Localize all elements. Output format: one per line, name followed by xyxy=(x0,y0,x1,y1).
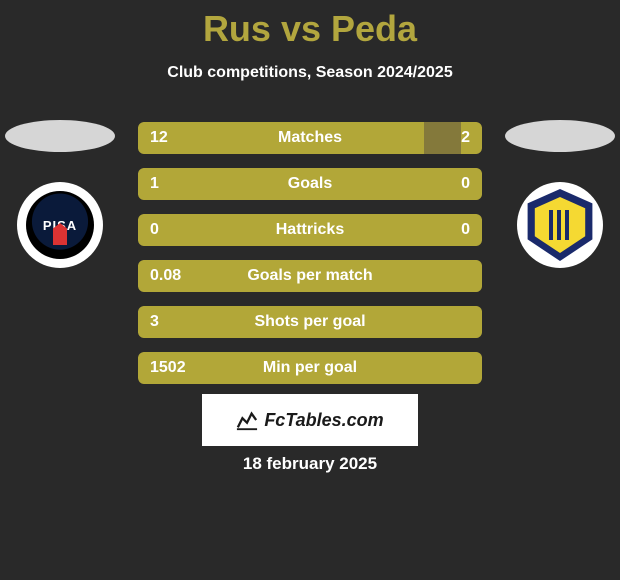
branding-text: FcTables.com xyxy=(264,410,383,431)
stat-label: Matches xyxy=(138,129,482,147)
stat-row: 1502Min per goal xyxy=(138,352,482,384)
right-club-badge xyxy=(517,182,603,268)
subtitle: Club competitions, Season 2024/2025 xyxy=(0,64,620,82)
shadow-ellipse-left xyxy=(5,120,115,152)
juve-stabia-badge-icon xyxy=(524,189,596,261)
branding-badge: FcTables.com xyxy=(202,394,418,446)
page-title: Rus vs Peda xyxy=(0,0,620,50)
stat-label: Shots per goal xyxy=(138,313,482,331)
left-club-column: PISA xyxy=(0,120,120,268)
stat-row: 122Matches xyxy=(138,122,482,154)
stat-row: 10Goals xyxy=(138,168,482,200)
date-text: 18 february 2025 xyxy=(0,454,620,474)
stats-container: 122Matches 10Goals 00Hattricks 0.08Goals pe… xyxy=(138,122,482,398)
stat-row: 00Hattricks xyxy=(138,214,482,246)
chart-icon xyxy=(236,409,258,431)
stat-label: Hattricks xyxy=(138,221,482,239)
shadow-ellipse-right xyxy=(505,120,615,152)
stat-label: Min per goal xyxy=(138,359,482,377)
pisa-badge-icon: PISA xyxy=(26,191,94,259)
left-club-badge: PISA xyxy=(17,182,103,268)
stat-label: Goals per match xyxy=(138,267,482,285)
stat-label: Goals xyxy=(138,175,482,193)
stat-row: 0.08Goals per match xyxy=(138,260,482,292)
right-club-column xyxy=(500,120,620,268)
stat-row: 3Shots per goal xyxy=(138,306,482,338)
